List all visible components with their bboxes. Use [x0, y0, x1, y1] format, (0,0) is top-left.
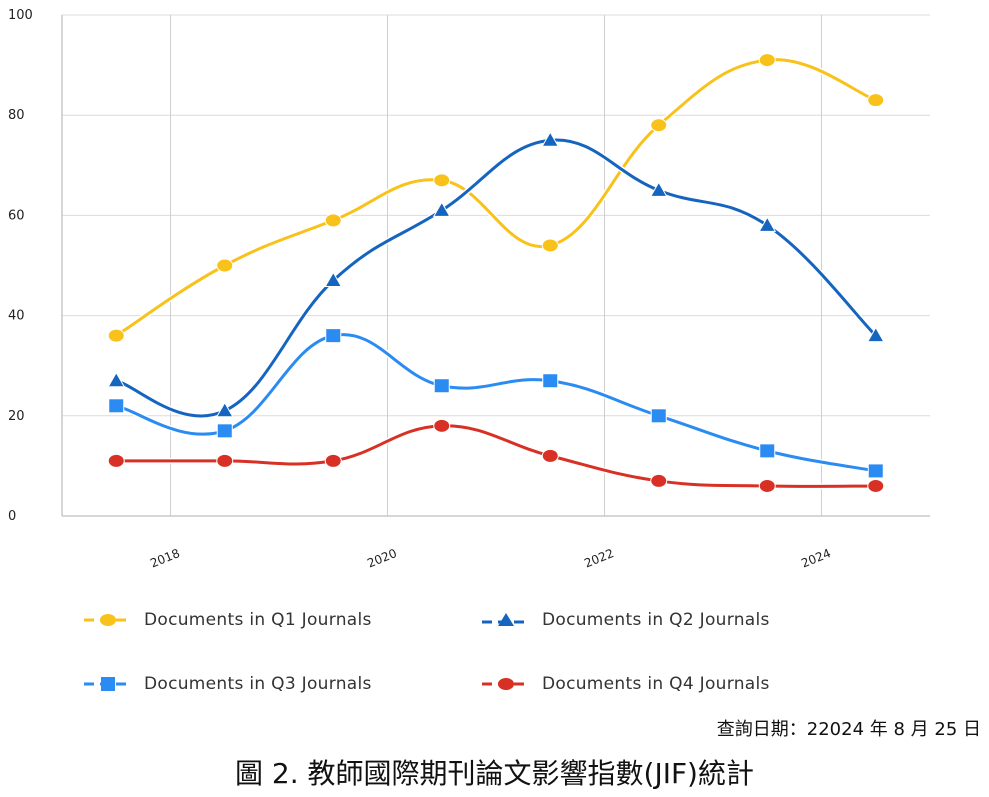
data-point-3 — [542, 373, 559, 389]
legend-label-q1: Documents in Q1 Journals — [144, 610, 372, 630]
series-line-2 — [115, 138, 877, 418]
data-point-1 — [650, 118, 668, 133]
series-line-1 — [115, 58, 877, 337]
legend-item-q3: Documents in Q3 Journals — [84, 672, 372, 696]
data-point-3 — [325, 328, 342, 344]
data-point-1 — [324, 213, 342, 228]
legend-item-q4: Documents in Q4 Journals — [482, 672, 770, 696]
data-point-4 — [107, 453, 125, 468]
data-point-4 — [650, 473, 668, 488]
data-point-1 — [758, 53, 776, 68]
legend-marker-q1 — [84, 614, 132, 626]
data-point-3 — [759, 443, 776, 459]
data-point-3 — [216, 423, 233, 439]
legend-label-q2: Documents in Q2 Journals — [542, 610, 770, 630]
data-point-1 — [541, 238, 559, 253]
data-point-2 — [107, 371, 126, 388]
y-tick-label: 0 — [8, 509, 16, 524]
data-point-1 — [433, 173, 451, 188]
legend-item-q2: Documents in Q2 Journals — [482, 608, 770, 632]
data-point-2 — [866, 326, 885, 343]
data-point-4 — [324, 453, 342, 468]
y-tick-label: 80 — [8, 108, 25, 123]
figure-caption: 圖 2. 教師國際期刊論文影響指數(JIF)統計 — [235, 757, 754, 790]
data-point-1 — [216, 258, 234, 273]
data-point-2 — [649, 181, 668, 197]
legend-marker-q4 — [482, 678, 530, 690]
data-point-2 — [758, 216, 777, 232]
data-point-1 — [107, 328, 125, 343]
data-point-4 — [216, 453, 234, 468]
data-point-3 — [433, 378, 450, 394]
legend-label-q4: Documents in Q4 Journals — [542, 674, 770, 694]
series-line-4 — [116, 424, 876, 488]
data-point-2 — [324, 271, 343, 288]
data-point-4 — [867, 478, 885, 493]
legend-label-q3: Documents in Q3 Journals — [144, 674, 372, 694]
data-point-3 — [108, 398, 125, 414]
data-point-3 — [867, 463, 884, 479]
data-point-3 — [650, 408, 667, 424]
legend-item-q1: Documents in Q1 Journals — [84, 608, 372, 632]
data-point-2 — [432, 201, 451, 217]
legend-marker-q3 — [84, 677, 132, 691]
query-date: 查詢日期：22024 年 8 月 25 日 — [716, 719, 981, 740]
y-tick-label: 40 — [8, 309, 25, 324]
data-point-2 — [215, 401, 234, 418]
series-line-3 — [115, 333, 877, 473]
data-point-4 — [758, 478, 776, 493]
data-point-1 — [867, 93, 885, 108]
legend: Documents in Q1 Journals Documents in Q2… — [84, 608, 770, 696]
data-point-2 — [541, 131, 560, 147]
data-point-4 — [541, 448, 559, 463]
data-point-4 — [433, 418, 451, 433]
y-tick-label: 60 — [8, 208, 25, 223]
y-tick-label: 100 — [8, 8, 33, 23]
y-tick-label: 20 — [8, 409, 25, 424]
legend-marker-q2 — [482, 613, 530, 626]
